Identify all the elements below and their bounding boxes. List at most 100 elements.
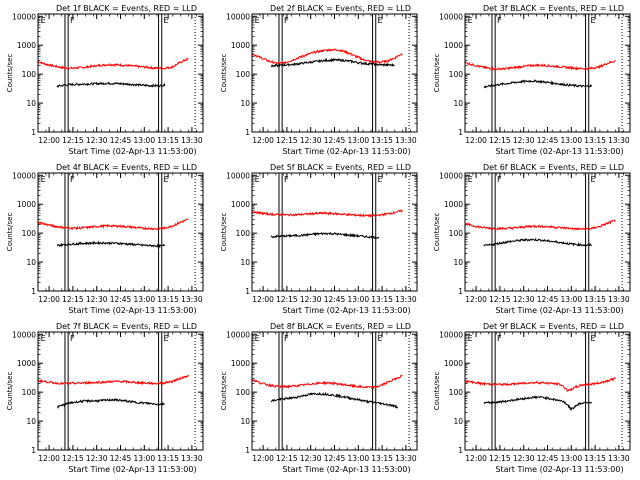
y-tick-label: 1000: [444, 359, 463, 368]
x-tick-label: 12:00: [465, 136, 487, 145]
x-tick-label: 13:00: [133, 454, 155, 463]
lld-rate-line: [251, 48, 403, 66]
y-tick-label: 1: [245, 446, 250, 455]
x-tick-label: 12:30: [513, 295, 535, 304]
y-tick-label: 10000: [439, 171, 463, 180]
x-tick-label: 12:30: [513, 454, 535, 463]
x-tick-label: 13:15: [584, 295, 606, 304]
interval-marker-label: E: [164, 175, 169, 184]
y-tick-label: 10000: [226, 12, 250, 21]
interval-marker-label: E: [591, 175, 596, 184]
y-tick-label: 10: [240, 258, 250, 267]
x-tick-label: 12:45: [110, 295, 132, 304]
y-tick-label: 1000: [444, 41, 463, 50]
x-tick-label: 12:30: [300, 295, 322, 304]
interval-marker-label: E: [468, 334, 473, 343]
panel-title: Det 6f BLACK = Events, RED = LLD: [483, 163, 624, 172]
x-tick-label: 12:45: [324, 295, 346, 304]
event-rate-line: [56, 397, 166, 409]
x-tick-label: 12:00: [465, 295, 487, 304]
x-tick-label: 12:15: [489, 136, 511, 145]
y-tick-label: 100: [236, 388, 251, 397]
y-tick-label: 10: [26, 417, 36, 426]
interval-marker-label: F: [284, 334, 289, 343]
y-tick-label: 10: [453, 99, 463, 108]
x-tick-label: 12:15: [276, 295, 298, 304]
panel-title: Det 3f BLACK = Events, RED = LLD: [483, 4, 624, 13]
interval-marker-label: E: [378, 16, 383, 25]
x-tick-label: 13:30: [395, 454, 417, 463]
y-tick-label: 10000: [12, 330, 36, 339]
panel-title: Det 4f BLACK = Events, RED = LLD: [56, 163, 197, 172]
interval-marker-label: E: [591, 16, 596, 25]
x-tick-label: 13:15: [584, 454, 606, 463]
panel-title: Det 1f BLACK = Events, RED = LLD: [56, 4, 197, 13]
lld-rate-line: [251, 209, 403, 219]
y-tick-label: 1: [31, 287, 36, 296]
x-tick-label: 12:45: [324, 454, 346, 463]
interval-marker-label: E: [468, 175, 473, 184]
y-tick-label: 10000: [12, 171, 36, 180]
interval-marker-label: F: [70, 16, 75, 25]
lld-rate-line: [464, 377, 616, 393]
plot-frame: [37, 331, 204, 451]
y-tick-label: 1000: [231, 200, 250, 209]
y-tick-label: 1000: [17, 41, 36, 50]
x-tick-label: 12:45: [537, 136, 559, 145]
x-tick-label: 12:00: [252, 136, 274, 145]
x-tick-label: 12:30: [86, 295, 108, 304]
x-tick-label: 12:15: [62, 136, 84, 145]
interval-marker-label: E: [164, 334, 169, 343]
x-axis-label: Start Time (02-Apr-13 11:53:00): [68, 147, 196, 156]
y-tick-label: 100: [22, 229, 37, 238]
y-tick-label: 1000: [444, 200, 463, 209]
interval-marker-label: E: [164, 16, 169, 25]
plot-frame: [464, 172, 631, 292]
interval-marker-label: F: [284, 16, 289, 25]
panel-1: Det 1f BLACK = Events, RED = LLD Counts/s…: [6, 4, 204, 156]
interval-marker-label: E: [255, 175, 260, 184]
y-axis-label: Counts/sec: [433, 213, 441, 252]
x-axis-label: Start Time (02-Apr-13 11:53:00): [495, 147, 623, 156]
x-axis-label: Start Time (02-Apr-13 11:53:00): [495, 306, 623, 315]
y-axis-label: Counts/sec: [220, 372, 228, 411]
y-tick-label: 100: [236, 70, 251, 79]
x-tick-label: 12:30: [300, 136, 322, 145]
x-tick-label: 13:30: [608, 295, 630, 304]
x-tick-label: 13:15: [157, 136, 179, 145]
x-tick-label: 13:00: [347, 454, 369, 463]
y-tick-label: 1: [458, 446, 463, 455]
panel-title: Det 2f BLACK = Events, RED = LLD: [270, 4, 411, 13]
x-tick-label: 13:00: [133, 295, 155, 304]
plot-frame: [37, 13, 204, 133]
x-axis-label: Start Time (02-Apr-13 11:53:00): [282, 147, 410, 156]
y-tick-label: 10000: [12, 12, 36, 21]
x-tick-label: 13:15: [371, 136, 393, 145]
x-tick-label: 12:00: [252, 454, 274, 463]
interval-marker-label: E: [378, 334, 383, 343]
panel-3: Det 3f BLACK = Events, RED = LLD Counts/s…: [433, 4, 631, 156]
x-axis-label: Start Time (02-Apr-13 11:53:00): [68, 306, 196, 315]
y-tick-label: 10000: [226, 171, 250, 180]
plot-frame: [251, 331, 418, 451]
x-tick-label: 12:30: [513, 136, 535, 145]
y-tick-label: 1: [245, 287, 250, 296]
event-rate-line: [270, 391, 399, 409]
y-tick-label: 10000: [439, 12, 463, 21]
event-rate-line: [483, 237, 593, 247]
x-tick-label: 13:15: [584, 136, 606, 145]
y-tick-label: 10: [240, 99, 250, 108]
x-tick-label: 12:45: [537, 295, 559, 304]
y-tick-label: 1: [245, 128, 250, 137]
y-tick-label: 10000: [439, 330, 463, 339]
y-tick-label: 10: [26, 258, 36, 267]
x-tick-label: 13:00: [560, 295, 582, 304]
y-tick-label: 1000: [17, 359, 36, 368]
event-rate-line: [270, 57, 395, 68]
y-axis-label: Counts/sec: [6, 213, 14, 252]
x-tick-label: 12:30: [86, 136, 108, 145]
x-tick-label: 13:30: [395, 136, 417, 145]
x-tick-label: 12:45: [324, 136, 346, 145]
panel-4: Det 4f BLACK = Events, RED = LLD Counts/s…: [6, 163, 204, 315]
